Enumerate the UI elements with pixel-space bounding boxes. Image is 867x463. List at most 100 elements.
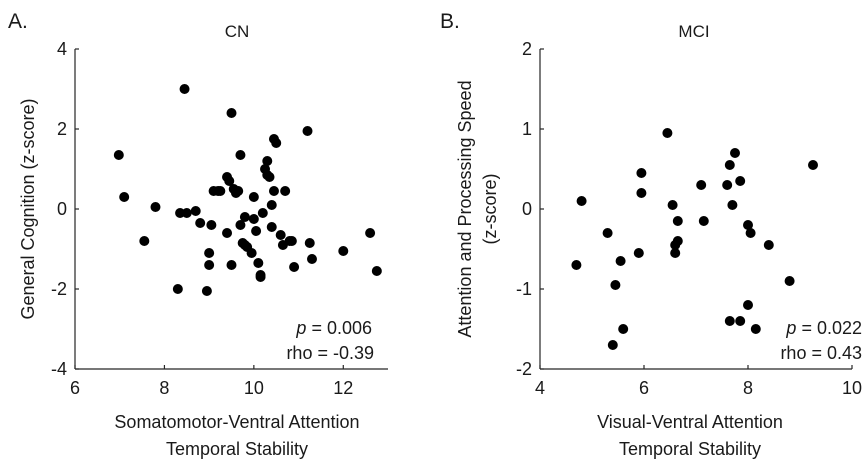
panel-a-x-tick-label: 8: [159, 378, 169, 398]
panel-a-data-point: [365, 228, 376, 238]
panel-a-points: [113, 84, 382, 296]
panel-a-data-point: [119, 192, 130, 202]
panel-b-y-tick-label: -1: [516, 279, 532, 299]
panel-b-ylabel-line1: Attention and Processing Speed: [455, 80, 475, 337]
panel-b-x-ticks: 4 6 8 10: [535, 365, 862, 398]
panel-b-data-point: [743, 220, 753, 230]
panel-b-data-point: [763, 240, 774, 250]
panel-a-data-point: [233, 186, 244, 196]
panel-b-y-tick-label: -2: [516, 359, 532, 379]
panel-b-p-symbol: p: [785, 318, 796, 338]
panel-a-data-point: [139, 236, 150, 246]
panel-a-data-point: [248, 214, 259, 224]
panel-a-data-point: [246, 248, 257, 258]
panel-a-p-symbol: p: [295, 318, 306, 338]
panel-a-data-point: [226, 108, 237, 118]
panel-b-xlabel-line2: Temporal Stability: [619, 439, 761, 459]
panel-b-data-point: [667, 200, 678, 210]
panel-b-data-point: [618, 324, 629, 334]
panel-b-rho-stat: rho = 0.43: [780, 343, 862, 363]
panel-a-data-point: [257, 208, 268, 218]
panel-a-y-tick-label: -2: [51, 279, 67, 299]
panel-a-data-point: [275, 230, 286, 240]
panel-a-data-point: [248, 192, 259, 202]
panel-a-data-point: [302, 126, 313, 136]
panel-b-data-point: [602, 228, 613, 238]
panel-a-data-point: [253, 258, 264, 268]
panel-b-ylabel-line2: (z-score): [480, 174, 500, 245]
panel-a-data-point: [271, 138, 282, 148]
panel-a-data-point: [224, 176, 235, 186]
panel-a-x-tick-label: 6: [70, 378, 80, 398]
panel-a-y-tick-label: 0: [57, 199, 67, 219]
panel-a-data-point: [150, 202, 161, 212]
panel-a-ylabel: General Cognition (z-score): [18, 98, 38, 319]
panel-b-x-tick-label: 8: [743, 378, 753, 398]
panel-b-data-point: [571, 260, 582, 270]
panel-b-data-point: [636, 188, 647, 198]
panel-a-data-point: [235, 150, 246, 160]
panel-b-data-point: [743, 300, 753, 310]
panel-b-title: MCI: [678, 22, 709, 41]
panel-b-data-point: [722, 180, 733, 190]
panel-a-data-point: [113, 150, 124, 160]
panel-b-xlabel-line1: Visual-Ventral Attention: [597, 412, 783, 432]
panel-a-y-ticks: -4 -2 0 2 4: [51, 39, 79, 379]
panel-a-y-tick-label: -4: [51, 359, 67, 379]
panel-a-data-point: [172, 284, 183, 294]
panel-a-data-point: [371, 266, 382, 276]
panel-b-data-point: [615, 256, 626, 266]
panel-a-xlabel-line2: Temporal Stability: [166, 439, 308, 459]
panel-a-x-ticks: 6 8 10 12: [70, 365, 353, 398]
panel-a-data-point: [289, 262, 300, 272]
panel-b-p-value: = 0.022: [796, 318, 862, 338]
panel-a-data-point: [222, 228, 233, 238]
panel-a-p-value: = 0.006: [306, 318, 372, 338]
panel-b-data-point: [698, 216, 709, 226]
panel-a-data-point: [206, 220, 217, 230]
panel-a-x-tick-label: 10: [244, 378, 264, 398]
panel-b-x-tick-label: 4: [535, 378, 545, 398]
panel-a-data-point: [268, 186, 279, 196]
panel-b-x-tick-label: 10: [842, 378, 862, 398]
panel-a-data-point: [338, 246, 349, 256]
panel-b-y-tick-label: 0: [522, 199, 532, 219]
panel-b-data-point: [727, 200, 738, 210]
panel-b: B. MCI 4 6 8 10 -2 -1 0 1 2 Attention and Proce…: [440, 10, 862, 459]
panel-b-data-point: [724, 160, 735, 170]
panel-a-data-point: [239, 212, 250, 222]
panel-a-title: CN: [225, 22, 250, 41]
panel-b-data-point: [784, 276, 795, 286]
panel-b-data-point: [696, 180, 707, 190]
panel-a-rho-stat: rho = -0.39: [286, 343, 374, 363]
panel-b-points: [571, 128, 818, 350]
panel-a-data-point: [266, 200, 277, 210]
panel-b-y-tick-label: 2: [522, 39, 532, 59]
panel-a-data-point: [204, 260, 215, 270]
panel-a-data-point: [181, 208, 192, 218]
panel-a-data-point: [201, 286, 212, 296]
panel-a-x-tick-label: 12: [333, 378, 353, 398]
panel-a-data-point: [286, 236, 297, 246]
panel-a-data-point: [215, 186, 226, 196]
panel-a-data-point: [280, 186, 291, 196]
panel-a: A. CN 6 8 10 12 -4 -2 0 2 4 General Cognition (…: [8, 10, 388, 459]
panel-b-data-point: [576, 196, 587, 206]
panel-b-data-point: [735, 176, 746, 186]
panel-b-data-point: [633, 248, 644, 258]
panel-a-y-tick-label: 4: [57, 39, 67, 59]
panel-b-data-point: [724, 316, 735, 326]
panel-b-letter: B.: [440, 10, 460, 33]
panel-a-xlabel-line1: Somatomotor-Ventral Attention: [114, 412, 359, 432]
panel-b-data-point: [672, 216, 683, 226]
panel-b-data-point: [745, 228, 756, 238]
panel-a-data-point: [190, 206, 201, 216]
panel-b-data-point: [672, 236, 683, 246]
panel-b-data-point: [610, 280, 621, 290]
panel-a-data-point: [251, 226, 262, 236]
panel-b-data-point: [750, 324, 761, 334]
panel-a-p-stat: p = 0.006: [295, 318, 372, 338]
panel-b-data-point: [636, 168, 647, 178]
panel-a-data-point: [304, 238, 315, 248]
